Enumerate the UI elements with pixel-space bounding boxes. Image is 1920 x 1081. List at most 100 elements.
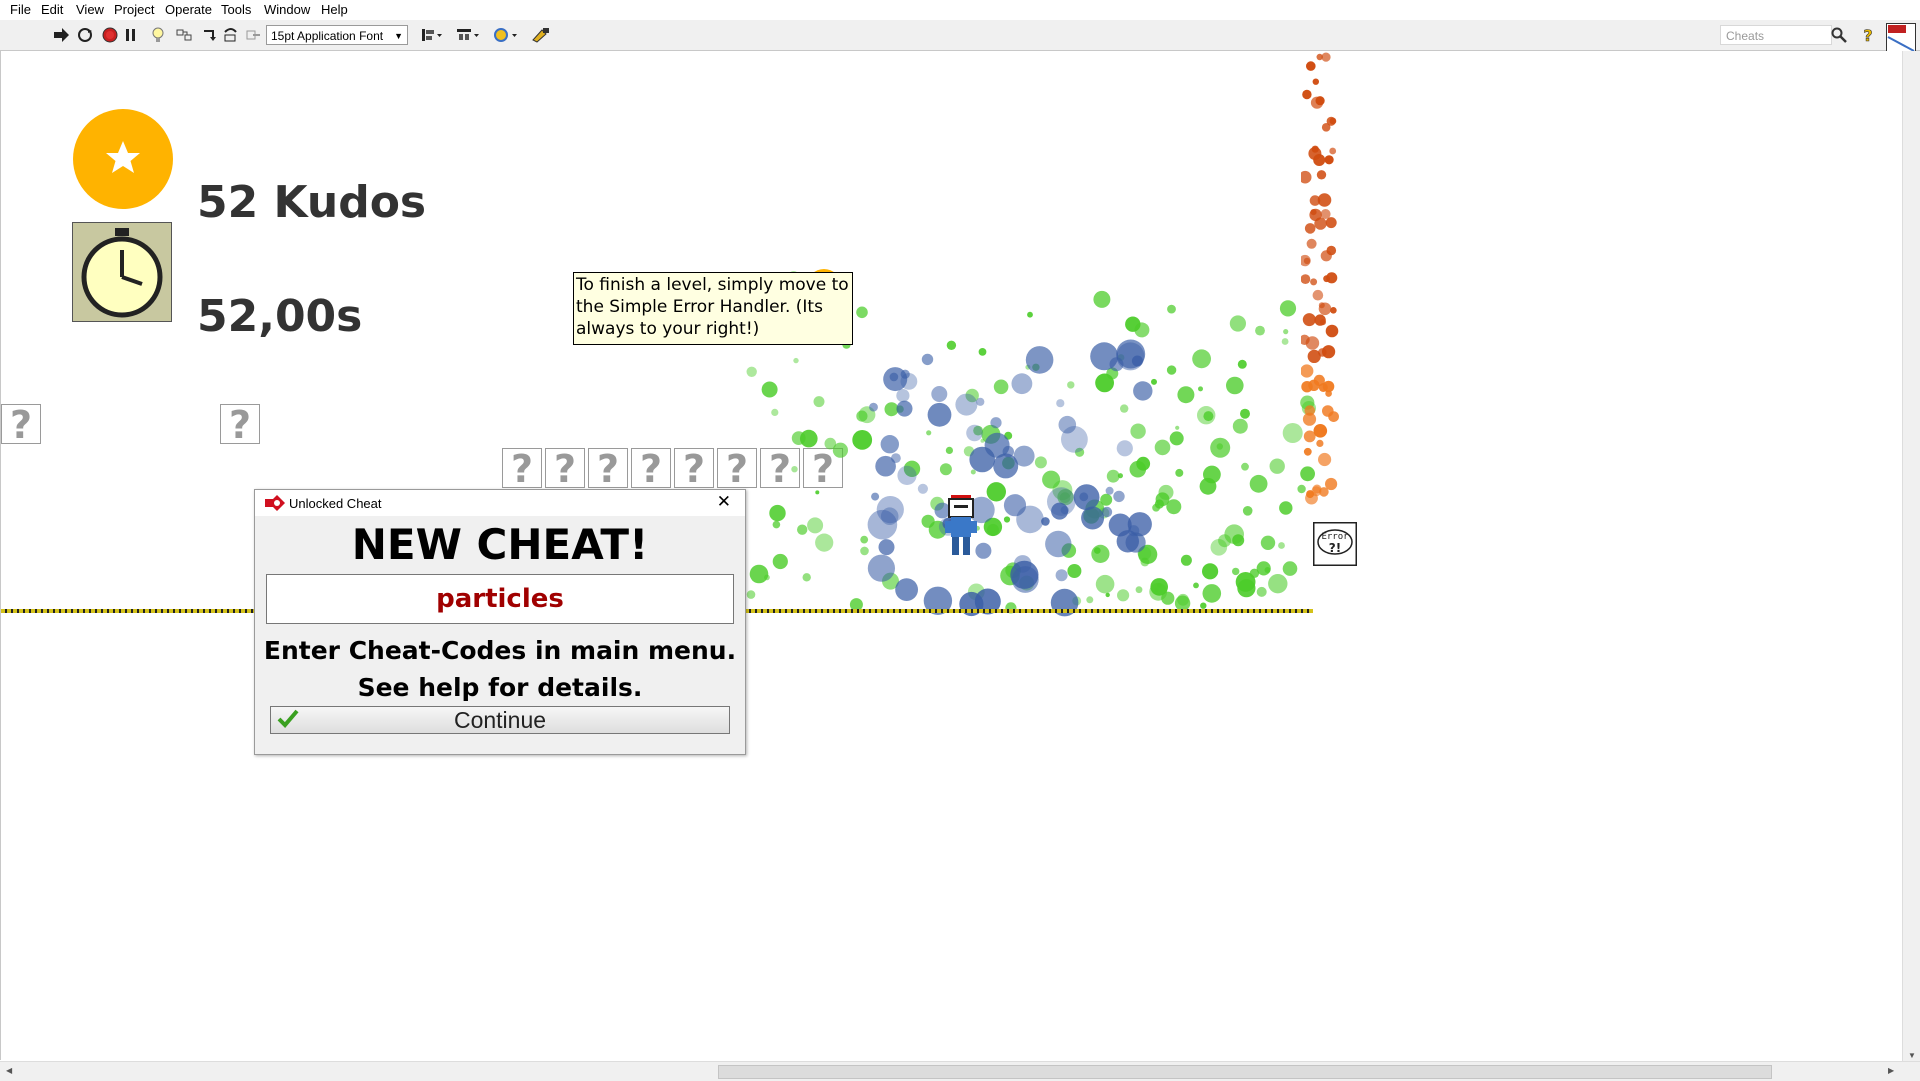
step-out-icon[interactable]	[244, 26, 262, 44]
fire-particle	[1301, 381, 1313, 393]
run-arrow-icon[interactable]	[52, 26, 70, 44]
green-particle	[939, 463, 952, 476]
green-particle	[749, 564, 769, 584]
menu-project[interactable]: Project	[114, 2, 155, 17]
fire-particle	[1330, 307, 1337, 314]
green-particle	[813, 396, 825, 408]
scroll-down-arrow-icon[interactable]: ▼	[1908, 1051, 1916, 1060]
blue-particle	[1127, 512, 1152, 537]
search-input[interactable]: Cheats	[1720, 25, 1832, 45]
blue-particle	[921, 353, 934, 366]
green-particle	[1095, 574, 1115, 594]
green-particle	[1095, 373, 1114, 393]
goal-label: Error	[1321, 532, 1349, 542]
menu-view[interactable]: View	[76, 2, 104, 17]
green-particle	[797, 524, 808, 535]
fire-particle	[1303, 430, 1316, 443]
continue-button[interactable]: Continue	[270, 706, 730, 734]
mystery-block: ?	[674, 448, 714, 489]
scroll-right-arrow-icon[interactable]: ▶	[1888, 1066, 1895, 1075]
fire-particle	[1301, 334, 1310, 345]
green-particle	[1279, 300, 1297, 317]
green-particle	[1135, 586, 1143, 594]
blue-particle	[955, 393, 978, 416]
green-particle	[903, 460, 921, 477]
green-particle	[926, 430, 932, 436]
mystery-block: ?	[545, 448, 585, 489]
blue-particle	[974, 588, 1001, 615]
fire-particle	[1304, 223, 1316, 234]
dialog-message-line2: See help for details.	[357, 673, 643, 702]
menu-tools[interactable]: Tools	[221, 2, 252, 17]
fire-particle	[1325, 217, 1337, 229]
green-particle	[1136, 456, 1151, 471]
menu-operate[interactable]: Operate	[165, 2, 212, 17]
green-particle	[1192, 349, 1211, 369]
clean-up-diagram-icon[interactable]	[530, 26, 552, 44]
retain-wire-values-icon[interactable]	[175, 26, 193, 44]
fire-particle	[1302, 89, 1312, 100]
horizontal-scrollbar[interactable]: ◀ ▶	[0, 1061, 1920, 1081]
green-particle	[832, 442, 848, 458]
menu-help[interactable]: Help	[321, 2, 348, 17]
checkmark-icon	[277, 709, 299, 728]
dialog-title: Unlocked Cheat	[289, 496, 382, 511]
green-particle	[793, 357, 799, 364]
scroll-left-arrow-icon[interactable]: ◀	[6, 1066, 13, 1075]
fire-particle	[1312, 289, 1324, 301]
close-icon[interactable]: ✕	[716, 492, 731, 511]
green-particle	[993, 379, 1009, 395]
align-objects-icon[interactable]	[420, 26, 444, 44]
stopwatch-icon	[72, 222, 172, 322]
fire-particle	[1325, 324, 1339, 338]
menu-edit[interactable]: Edit	[41, 2, 64, 17]
menu-window[interactable]: Window	[264, 2, 311, 17]
question-icon[interactable]: ?	[1859, 26, 1877, 44]
blue-particle	[878, 539, 895, 556]
fire-particle	[1301, 364, 1314, 378]
blue-particle	[984, 432, 1010, 458]
green-particle	[1152, 503, 1160, 512]
green-particle	[1175, 425, 1180, 430]
green-particle	[1120, 404, 1129, 413]
green-particle	[800, 429, 818, 448]
blue-particle	[1081, 506, 1105, 530]
step-over-icon[interactable]	[222, 26, 240, 44]
distribute-objects-icon[interactable]	[455, 26, 481, 44]
blue-particle	[1105, 486, 1114, 495]
fire-particle	[1318, 302, 1325, 309]
vertical-scrollbar[interactable]: ▼	[1902, 51, 1920, 1061]
fire-column	[1301, 52, 1339, 505]
fire-particle	[1316, 439, 1324, 447]
green-particle	[1174, 595, 1191, 611]
menu-file[interactable]: File	[10, 2, 31, 17]
hint-tooltip: To finish a level, simply move to the Si…	[573, 272, 853, 345]
blue-particle	[867, 509, 898, 540]
mystery-block: ?	[588, 448, 628, 489]
green-particle	[815, 490, 820, 495]
abort-icon[interactable]	[101, 26, 119, 44]
run-continuously-icon[interactable]	[76, 26, 94, 44]
fire-particle	[1318, 383, 1328, 392]
level-timer: 52,00s	[197, 291, 363, 342]
step-into-icon[interactable]	[201, 26, 219, 44]
green-particle	[1105, 592, 1110, 598]
fire-particle	[1302, 412, 1317, 426]
magnifier-icon[interactable]	[1830, 26, 1848, 44]
blue-particle	[1113, 490, 1125, 503]
fire-particle	[1316, 53, 1323, 61]
mystery-block: ?	[631, 448, 671, 489]
fire-particle	[1326, 245, 1337, 256]
green-particle	[1175, 468, 1184, 477]
scroll-thumb[interactable]	[718, 1065, 1772, 1079]
font-select[interactable]: 15pt Application Font ▼	[266, 25, 408, 45]
green-particle	[1200, 602, 1207, 609]
fire-particle	[1310, 278, 1318, 286]
green-particle	[849, 598, 863, 612]
highlight-execution-icon[interactable]	[149, 26, 167, 44]
fire-particle	[1312, 484, 1322, 494]
reorder-icon[interactable]	[493, 26, 519, 44]
blue-particle	[880, 507, 899, 525]
green-particle	[1256, 586, 1267, 597]
pause-icon[interactable]	[122, 26, 140, 44]
